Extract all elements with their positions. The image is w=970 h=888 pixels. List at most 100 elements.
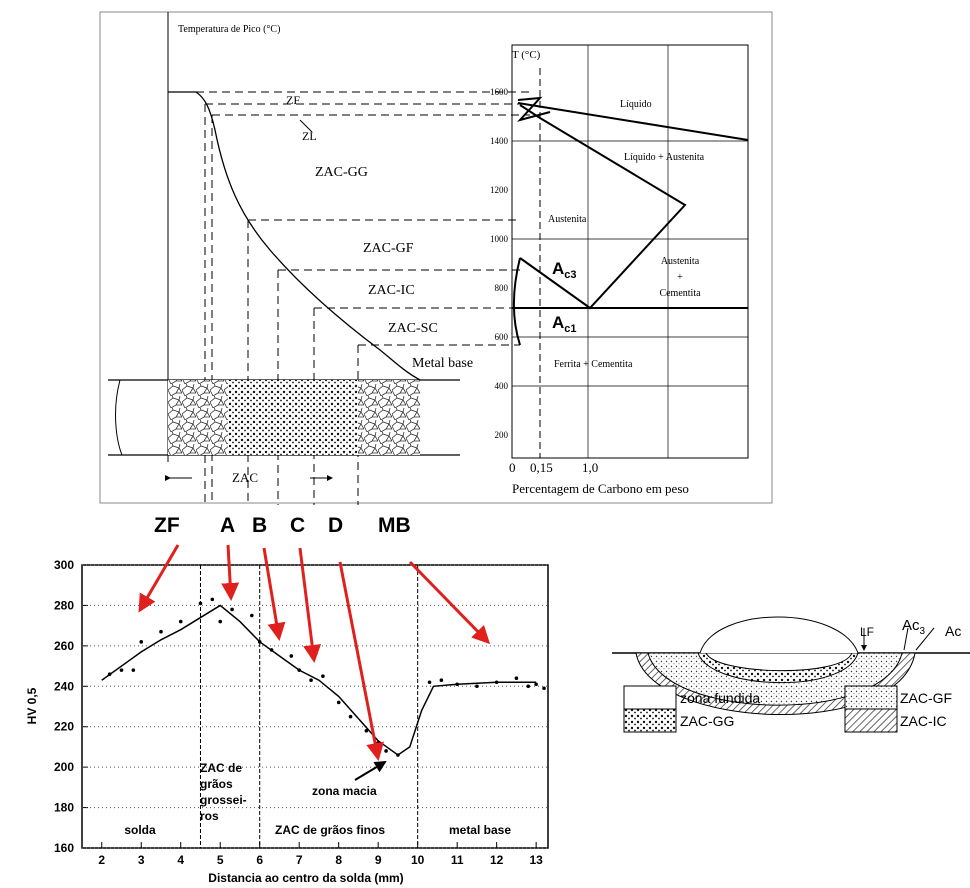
y-tick-label: 300 bbox=[54, 558, 74, 572]
data-point bbox=[321, 674, 325, 678]
tick-label: 800 bbox=[495, 283, 509, 293]
annotation: zona macia bbox=[312, 784, 377, 798]
data-point bbox=[542, 687, 546, 691]
y-tick-label: 160 bbox=[54, 841, 74, 855]
label: Ac3 bbox=[902, 617, 926, 637]
data-point bbox=[199, 602, 203, 606]
tick-label: 1600 bbox=[490, 87, 509, 97]
letter: ZF bbox=[154, 514, 180, 537]
letter: MB bbox=[378, 514, 411, 537]
zone: ZF bbox=[286, 93, 300, 107]
data-point bbox=[159, 630, 163, 634]
region-label: ZAC de grãos finos bbox=[275, 823, 385, 837]
letter: B bbox=[252, 514, 267, 537]
red-arrows bbox=[140, 545, 488, 758]
region: Líquido bbox=[620, 99, 652, 110]
x-tick-label: 4 bbox=[177, 853, 184, 867]
legend-text: ZAC-IC bbox=[900, 713, 947, 729]
zone: ZL bbox=[302, 129, 317, 143]
y-tick-label: 260 bbox=[54, 639, 74, 653]
data-point bbox=[396, 753, 400, 757]
label: Ac bbox=[945, 623, 961, 639]
region: Austenita bbox=[661, 256, 700, 267]
data-point bbox=[270, 648, 274, 652]
y-tick-label: 280 bbox=[54, 598, 74, 612]
data-point bbox=[132, 668, 136, 672]
zone: ZAC-GG bbox=[315, 165, 368, 180]
zac-label: ZAC bbox=[232, 470, 258, 485]
grain-zone bbox=[168, 380, 228, 455]
figure: Temperatura de Pico (°C) ZF ZL ZAC-GG ZA… bbox=[0, 0, 970, 888]
legend-text: ZAC-GG bbox=[680, 713, 734, 729]
zone: Metal base bbox=[412, 356, 473, 371]
grain-zone bbox=[358, 380, 420, 455]
letter: C bbox=[290, 514, 305, 537]
cross-section: LF Ac3 Ac zona fundida ZAC-GG ZAC-GF ZAC… bbox=[612, 617, 970, 732]
region: Austenita bbox=[548, 214, 587, 225]
data-point bbox=[349, 715, 353, 719]
axis-label: Percentagem de Carbono em peso bbox=[512, 481, 689, 496]
zone: ZAC-SC bbox=[388, 321, 438, 336]
x-tick-label: 3 bbox=[138, 853, 145, 867]
x-tick-label: 2 bbox=[98, 853, 105, 867]
tick-label: 0,15 bbox=[530, 460, 553, 475]
data-point bbox=[475, 684, 479, 688]
data-point bbox=[179, 620, 183, 624]
data-point bbox=[495, 680, 499, 684]
data-point bbox=[290, 654, 294, 658]
data-point bbox=[455, 682, 459, 686]
x-tick-label: 12 bbox=[490, 853, 504, 867]
data-point bbox=[250, 614, 254, 618]
tick-label: 600 bbox=[495, 332, 509, 342]
hardness-chart: HV 0,5 Distancia ao centro da solda (mm)… bbox=[25, 558, 548, 885]
x-tick-label: 5 bbox=[217, 853, 224, 867]
region-label: grossei- bbox=[200, 793, 247, 807]
plot-frame bbox=[82, 565, 548, 848]
letter: A bbox=[220, 514, 235, 537]
data-point bbox=[384, 749, 388, 753]
region: Cementita bbox=[659, 288, 701, 299]
x-tick-label: 8 bbox=[335, 853, 342, 867]
x-tick-label: 10 bbox=[411, 853, 425, 867]
data-point bbox=[108, 672, 112, 676]
data-point bbox=[337, 701, 341, 705]
tick-label: 1,0 bbox=[582, 460, 598, 475]
data-point bbox=[440, 678, 444, 682]
y-tick-label: 200 bbox=[54, 760, 74, 774]
data-point bbox=[120, 668, 124, 672]
tick-label: 0 bbox=[509, 460, 516, 475]
tick-label: 1400 bbox=[490, 136, 509, 146]
x-tick-label: 9 bbox=[375, 853, 382, 867]
region: + bbox=[677, 272, 683, 283]
data-point bbox=[309, 678, 313, 682]
legend-text: ZAC-GF bbox=[900, 690, 952, 706]
data-point bbox=[428, 680, 432, 684]
data-point bbox=[526, 684, 530, 688]
data-point bbox=[297, 668, 301, 672]
zone: ZAC-IC bbox=[368, 283, 415, 298]
tick-label: 1000 bbox=[490, 234, 509, 244]
x-tick-label: 6 bbox=[256, 853, 263, 867]
region-label: ZAC de bbox=[200, 761, 242, 775]
y-tick-label: 180 bbox=[54, 801, 74, 815]
zone: ZAC-GF bbox=[363, 241, 414, 256]
x-axis-label: Distancia ao centro da solda (mm) bbox=[208, 871, 403, 885]
tick-label: 1200 bbox=[490, 185, 509, 195]
tick-label: 200 bbox=[495, 430, 509, 440]
hardness-curve bbox=[102, 605, 536, 755]
tick-label: 400 bbox=[495, 381, 509, 391]
region-label: solda bbox=[124, 823, 156, 837]
y-axis-label: HV 0,5 bbox=[25, 687, 39, 724]
annotation-arrow bbox=[355, 762, 385, 780]
data-point bbox=[218, 620, 222, 624]
legend-text: zona fundida bbox=[680, 690, 760, 706]
data-point bbox=[376, 741, 380, 745]
letter: D bbox=[328, 514, 343, 537]
x-tick-label: 7 bbox=[296, 853, 303, 867]
y-tick-label: 240 bbox=[54, 679, 74, 693]
region-label: grãos bbox=[200, 777, 233, 791]
label: LF bbox=[860, 625, 874, 639]
data-point bbox=[258, 640, 262, 644]
x-tick-label: 11 bbox=[451, 853, 464, 867]
data-point bbox=[211, 598, 215, 602]
